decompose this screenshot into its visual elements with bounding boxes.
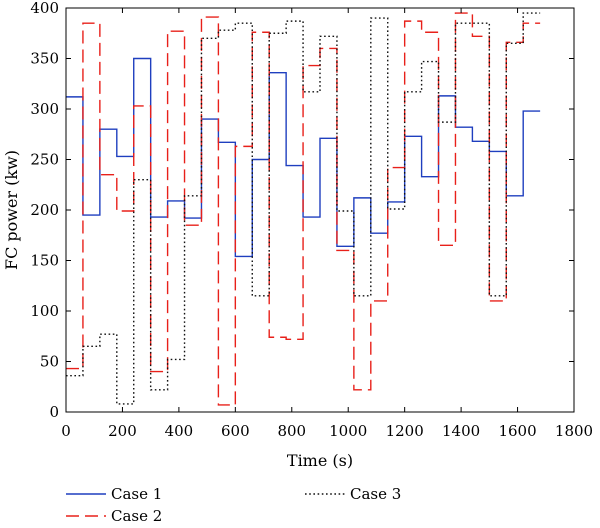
x-tick-label: 400	[165, 422, 194, 440]
y-tick-label: 0	[49, 403, 59, 421]
x-tick-label: 1000	[329, 422, 367, 440]
x-tick-label: 1600	[498, 422, 536, 440]
x-axis-title: Time (s)	[287, 451, 353, 470]
y-tick-label: 250	[30, 151, 59, 169]
x-tick-label: 1800	[555, 422, 593, 440]
y-tick-label: 150	[30, 252, 59, 270]
legend: Case 1 Case 2 Case 3	[66, 485, 401, 525]
y-tick-label: 300	[30, 100, 59, 118]
y-tick-label: 350	[30, 50, 59, 68]
series-layer	[66, 12, 541, 406]
y-tick-label: 100	[30, 302, 59, 320]
series-line-case-3	[66, 12, 541, 405]
y-axis-title: FC power (kw)	[2, 150, 21, 270]
y-tick-label: 50	[40, 353, 59, 371]
x-tick-label: 200	[108, 422, 137, 440]
x-tick-label: 1400	[442, 422, 480, 440]
x-tick-label: 1200	[386, 422, 424, 440]
x-tick-label: 600	[221, 422, 250, 440]
legend-label-case-1: Case 1	[111, 485, 162, 503]
x-tick-label: 0	[61, 422, 71, 440]
legend-label-case-2: Case 2	[111, 507, 162, 523]
y-tick-label: 200	[30, 201, 59, 219]
ticks-layer: 0 200 400 600 800 1000 1200 1400 1600 1800 0 50 100 1…	[30, 0, 593, 440]
y-tick-label: 400	[30, 0, 59, 17]
series-line-case-2	[66, 12, 541, 406]
x-tick-label: 800	[277, 422, 306, 440]
legend-label-case-3: Case 3	[350, 485, 401, 503]
